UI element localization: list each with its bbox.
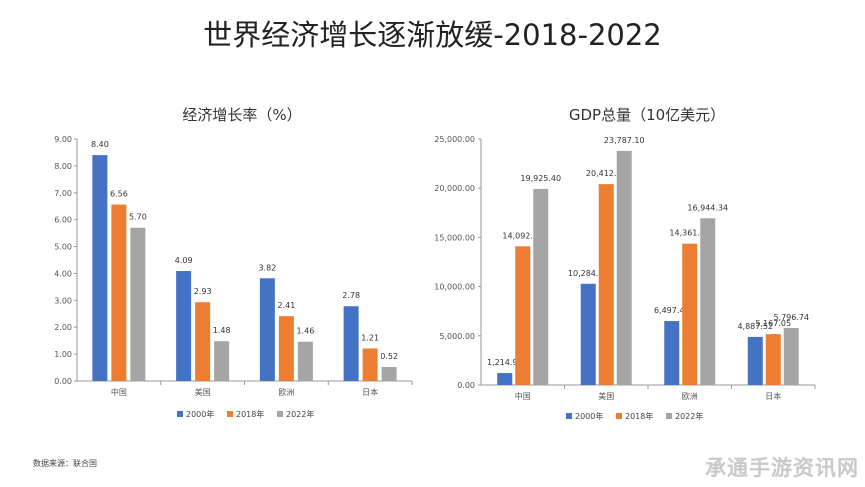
y-tick-label: 0.00 — [54, 377, 72, 386]
bar-growth-0-3 — [343, 306, 359, 381]
y-tick-label: 5,000.00 — [439, 332, 475, 341]
y-tick-label: 2.00 — [54, 323, 72, 332]
bar-growth-2-0 — [130, 227, 146, 381]
x-tick-label: 日本 — [362, 387, 378, 397]
y-tick-label: 20,000.00 — [434, 184, 475, 193]
bar-gdp-0-0 — [497, 373, 513, 385]
legend-swatch-2 — [666, 413, 672, 419]
data-label: 5.70 — [129, 213, 147, 222]
watermark: 承通手游资讯网 — [705, 456, 859, 480]
page-title: 世界经济增长逐渐放缓-2018-2022 — [203, 18, 662, 52]
data-label: 4,887.52 — [737, 322, 773, 331]
data-label: 23,787.10 — [604, 136, 645, 145]
bar-growth-1-3 — [362, 348, 378, 381]
y-tick-label: 4.00 — [54, 269, 72, 278]
legend-swatch-1 — [616, 413, 622, 419]
bar-growth-2-1 — [214, 341, 230, 381]
bar-growth-1-1 — [195, 302, 211, 381]
data-label: 5,796.74 — [773, 313, 809, 322]
data-label: 4.09 — [175, 256, 193, 265]
legend-label: 2022年 — [675, 411, 703, 421]
data-label: 20,412.87 — [586, 169, 627, 178]
data-source-note: 数据来源：联合国 — [33, 459, 97, 468]
bar-growth-0-1 — [176, 271, 192, 381]
chart-title-gdp: GDP总量（10亿美元） — [568, 106, 726, 124]
y-tick-label: 1.00 — [54, 350, 72, 359]
legend-label: 2018年 — [625, 411, 653, 421]
legend-swatch-1 — [227, 411, 233, 417]
bar-gdp-1-2 — [682, 243, 698, 385]
y-tick-label: 9.00 — [54, 135, 72, 144]
y-tick-label: 5.00 — [54, 243, 72, 252]
bar-growth-1-2 — [278, 316, 294, 381]
y-tick-label: 6.00 — [54, 216, 72, 225]
y-tick-label: 3.00 — [54, 296, 72, 305]
data-label: 2.93 — [194, 287, 212, 296]
y-tick-label: 10,000.00 — [434, 283, 475, 292]
y-tick-label: 0.00 — [457, 381, 475, 390]
x-tick-label: 美国 — [195, 387, 211, 397]
x-tick-label: 欧洲 — [278, 387, 294, 397]
bar-gdp-0-1 — [580, 283, 596, 385]
legend-label: 2000年 — [575, 411, 603, 421]
bar-growth-0-0 — [92, 155, 108, 381]
data-label: 2.78 — [342, 291, 360, 300]
data-label: 16,944.34 — [687, 203, 728, 212]
data-label: 1,214.92 — [487, 358, 523, 367]
bar-gdp-1-0 — [515, 246, 531, 385]
legend-swatch-0 — [177, 411, 183, 417]
y-tick-label: 15,000.00 — [434, 233, 475, 242]
x-tick-label: 美国 — [598, 391, 614, 401]
legend-label: 2000年 — [186, 409, 214, 419]
legend-label: 2018年 — [236, 409, 264, 419]
data-label: 2.41 — [277, 301, 295, 310]
bar-gdp-1-3 — [765, 334, 781, 385]
data-label: 1.46 — [296, 327, 314, 336]
data-label: 5,167.05 — [755, 319, 791, 328]
legend-swatch-0 — [566, 413, 572, 419]
bar-gdp-0-3 — [747, 336, 763, 385]
bar-growth-1-0 — [111, 204, 127, 381]
bar-gdp-2-3 — [783, 327, 799, 385]
bar-growth-2-3 — [381, 367, 397, 381]
data-label: 8.40 — [91, 140, 109, 149]
x-tick-label: 日本 — [765, 391, 781, 401]
chart-title-growth: 经济增长率（%） — [182, 106, 302, 124]
data-label: 14,092.51 — [502, 231, 543, 240]
x-tick-label: 欧洲 — [682, 391, 698, 401]
data-label: 14,361.46 — [669, 229, 710, 238]
data-label: 19,925.40 — [520, 174, 561, 183]
data-label: 10,284.75 — [568, 269, 609, 278]
bar-gdp-0-2 — [664, 321, 680, 385]
bar-gdp-2-0 — [533, 188, 549, 385]
data-label: 6.56 — [110, 190, 128, 199]
data-label: 6,497.43 — [654, 306, 690, 315]
y-tick-label: 25,000.00 — [434, 135, 475, 144]
x-tick-label: 中国 — [515, 391, 531, 401]
data-label: 1.48 — [213, 326, 231, 335]
bar-growth-2-2 — [297, 341, 313, 381]
y-tick-label: 8.00 — [54, 162, 72, 171]
x-tick-label: 中国 — [111, 387, 127, 397]
bar-gdp-2-2 — [700, 218, 716, 385]
bar-growth-0-2 — [259, 278, 275, 381]
data-label: 0.52 — [380, 352, 398, 361]
bar-gdp-2-1 — [616, 150, 632, 385]
legend-label: 2022年 — [286, 409, 314, 419]
data-label: 3.82 — [258, 263, 276, 272]
legend-swatch-2 — [277, 411, 283, 417]
bar-gdp-1-1 — [598, 184, 614, 385]
data-label: 1.21 — [361, 333, 379, 342]
y-tick-label: 7.00 — [54, 189, 72, 198]
